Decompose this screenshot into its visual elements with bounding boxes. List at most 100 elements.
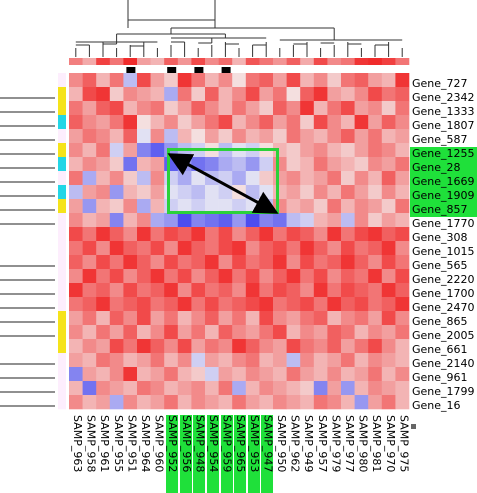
heatmap-cell[interactable] <box>82 129 97 144</box>
heatmap-cell[interactable] <box>137 255 151 270</box>
heatmap-cell[interactable] <box>218 325 233 340</box>
column-label[interactable]: SAMP_955 <box>111 415 125 493</box>
heatmap-cell[interactable] <box>354 395 369 410</box>
heatmap-cell[interactable] <box>341 129 355 144</box>
row-label[interactable]: Gene_565 <box>412 259 468 272</box>
heatmap-cell[interactable] <box>232 269 247 284</box>
heatmap-cell[interactable] <box>205 353 219 368</box>
heatmap-cell[interactable] <box>273 381 287 396</box>
heatmap-cell[interactable] <box>218 157 233 172</box>
heatmap-cell[interactable] <box>313 395 328 410</box>
heatmap-cell[interactable] <box>218 143 233 158</box>
heatmap-cell[interactable] <box>109 241 124 256</box>
heatmap-cell[interactable] <box>123 213 138 228</box>
heatmap-cell[interactable] <box>368 367 383 382</box>
heatmap-cell[interactable] <box>395 73 410 88</box>
heatmap-cell[interactable] <box>150 339 165 354</box>
heatmap-cell[interactable] <box>232 241 247 256</box>
heatmap-cell[interactable] <box>96 381 111 396</box>
heatmap-cell[interactable] <box>341 241 355 256</box>
heatmap-cell[interactable] <box>313 339 328 354</box>
heatmap-cell[interactable] <box>286 171 301 186</box>
heatmap-cell[interactable] <box>245 227 260 242</box>
column-label[interactable]: SAMP_956 <box>179 415 193 493</box>
heatmap-cell[interactable] <box>82 171 97 186</box>
heatmap-cell[interactable] <box>150 171 165 186</box>
heatmap-cell[interactable] <box>395 283 410 298</box>
heatmap-cell[interactable] <box>164 227 179 242</box>
heatmap-cell[interactable] <box>205 115 219 130</box>
heatmap-cell[interactable] <box>273 87 287 102</box>
heatmap-cell[interactable] <box>164 325 179 340</box>
heatmap-cell[interactable] <box>313 381 328 396</box>
heatmap-cell[interactable] <box>137 283 151 298</box>
heatmap-cell[interactable] <box>205 199 219 214</box>
heatmap-cell[interactable] <box>245 213 260 228</box>
heatmap-cell[interactable] <box>232 185 247 200</box>
heatmap-cell[interactable] <box>300 185 315 200</box>
heatmap-cell[interactable] <box>123 87 138 102</box>
heatmap-cell[interactable] <box>96 227 111 242</box>
heatmap-cell[interactable] <box>327 311 342 326</box>
heatmap-cell[interactable] <box>164 255 179 270</box>
heatmap-cell[interactable] <box>259 395 274 410</box>
heatmap-cell[interactable] <box>177 255 192 270</box>
column-label[interactable]: SAMP_951 <box>124 415 138 493</box>
heatmap-cell[interactable] <box>368 339 383 354</box>
heatmap-cell[interactable] <box>381 395 396 410</box>
column-label[interactable]: SAMP_947 <box>260 415 274 493</box>
heatmap-cell[interactable] <box>259 367 274 382</box>
heatmap-cell[interactable] <box>218 227 233 242</box>
heatmap-cell[interactable] <box>300 381 315 396</box>
heatmap-cell[interactable] <box>137 143 151 158</box>
heatmap-cell[interactable] <box>395 297 410 312</box>
heatmap-cell[interactable] <box>150 143 165 158</box>
heatmap-cell[interactable] <box>82 353 97 368</box>
heatmap-cell[interactable] <box>191 241 206 256</box>
heatmap-cell[interactable] <box>245 325 260 340</box>
heatmap-cell[interactable] <box>191 311 206 326</box>
column-label[interactable]: SAMP_954 <box>206 415 220 493</box>
heatmap-cell[interactable] <box>205 339 219 354</box>
heatmap-cell[interactable] <box>313 157 328 172</box>
heatmap-cell[interactable] <box>96 143 111 158</box>
heatmap-cell[interactable] <box>218 283 233 298</box>
heatmap-cell[interactable] <box>354 325 369 340</box>
heatmap-cell[interactable] <box>381 297 396 312</box>
column-label[interactable]: SAMP_959 <box>220 415 234 493</box>
heatmap-cell[interactable] <box>82 199 97 214</box>
heatmap-cell[interactable] <box>109 269 124 284</box>
heatmap-cell[interactable] <box>82 241 97 256</box>
heatmap-cell[interactable] <box>191 255 206 270</box>
heatmap-cell[interactable] <box>327 227 342 242</box>
heatmap-cell[interactable] <box>313 115 328 130</box>
heatmap-cell[interactable] <box>109 129 124 144</box>
heatmap-cell[interactable] <box>368 255 383 270</box>
heatmap-cell[interactable] <box>381 255 396 270</box>
heatmap-cell[interactable] <box>150 115 165 130</box>
heatmap-cell[interactable] <box>232 213 247 228</box>
heatmap-cell[interactable] <box>218 115 233 130</box>
heatmap-cell[interactable] <box>354 185 369 200</box>
heatmap-cell[interactable] <box>395 241 410 256</box>
row-label[interactable]: Gene_16 <box>412 399 461 412</box>
heatmap-cell[interactable] <box>273 73 287 88</box>
heatmap-cell[interactable] <box>327 339 342 354</box>
heatmap-cell[interactable] <box>381 157 396 172</box>
heatmap-cell[interactable] <box>381 241 396 256</box>
heatmap-cell[interactable] <box>368 213 383 228</box>
heatmap-cell[interactable] <box>205 73 219 88</box>
heatmap-cell[interactable] <box>205 255 219 270</box>
heatmap-cell[interactable] <box>137 157 151 172</box>
column-label[interactable]: SAMP_953 <box>247 415 261 493</box>
heatmap-cell[interactable] <box>109 339 124 354</box>
heatmap-cell[interactable] <box>354 157 369 172</box>
row-label[interactable]: Gene_1799 <box>412 385 475 398</box>
heatmap-cell[interactable] <box>82 339 97 354</box>
row-label[interactable]: Gene_587 <box>412 133 468 146</box>
heatmap-cell[interactable] <box>300 101 315 116</box>
heatmap-cell[interactable] <box>327 143 342 158</box>
heatmap-cell[interactable] <box>341 367 355 382</box>
heatmap-cell[interactable] <box>381 199 396 214</box>
heatmap-cell[interactable] <box>218 241 233 256</box>
